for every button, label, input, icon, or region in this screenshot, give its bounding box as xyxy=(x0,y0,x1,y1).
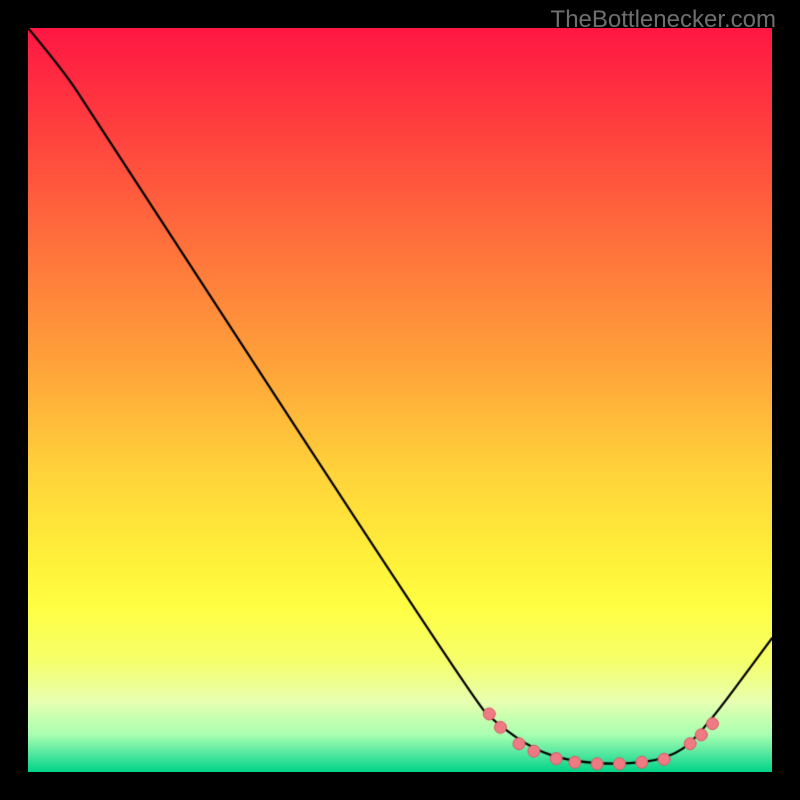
plot-area xyxy=(28,28,772,772)
watermark-text: TheBottlenecker.com xyxy=(551,6,776,34)
plot-canvas xyxy=(28,28,772,772)
chart-stage: TheBottlenecker.com xyxy=(0,0,800,800)
